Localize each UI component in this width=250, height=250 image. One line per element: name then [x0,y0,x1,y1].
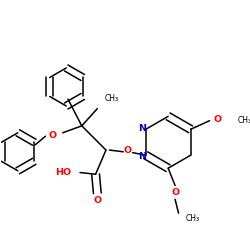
Text: O: O [124,146,132,156]
Text: CH₃: CH₃ [186,214,200,223]
Text: HO: HO [55,168,72,177]
Text: O: O [171,188,179,197]
Text: N: N [138,124,146,133]
Text: N: N [138,152,146,160]
Text: O: O [214,115,222,124]
Text: CH₃: CH₃ [104,94,118,104]
Text: O: O [93,196,102,205]
Text: O: O [48,131,56,140]
Text: CH₃: CH₃ [237,116,250,125]
